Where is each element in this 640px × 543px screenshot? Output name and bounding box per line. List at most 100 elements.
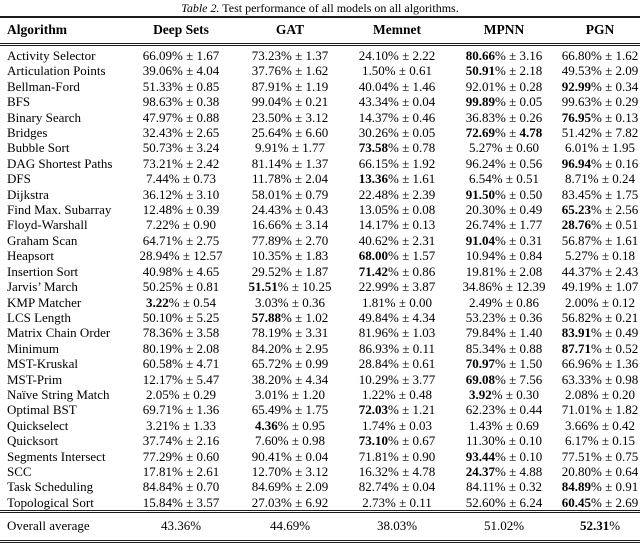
score-value: 10.29 (358, 371, 389, 387)
score-value: 49.84 (358, 309, 389, 325)
score-cell: 50.25% ± 0.81 (142, 279, 220, 295)
score-value: 49.19 (561, 279, 592, 295)
score-error: 0.85 (196, 78, 220, 94)
table-row-activity-selector: Activity Selector 66.09% ± 1.67 73.23% ± 1… (0, 45, 640, 64)
score-error: 12.39 (516, 279, 546, 295)
score-cell: 28.94% ± 12.57 (139, 248, 223, 264)
score-cell: 22.48% ± 2.39 (358, 186, 436, 202)
score-error: 4.88 (519, 463, 543, 479)
score-error: 0.16 (615, 155, 639, 171)
score-value: 84.11 (466, 479, 495, 495)
table-row-topological-sort: Topological Sort 15.84% ± 3.57 27.03% ± 6.… (0, 495, 640, 512)
score-error: 0.67 (412, 433, 436, 449)
score-cell: 50.73% ± 3.24 (142, 140, 220, 156)
average-value: 44.69 (269, 518, 300, 534)
score-value: 82.74 (358, 479, 389, 495)
score-error: 3.57 (196, 494, 220, 510)
score-value: 29.52 (251, 263, 282, 279)
score-error: 1.20 (302, 386, 325, 402)
score-cell: 20.80% ± 0.64 (561, 463, 639, 479)
score-error: 6.92 (305, 494, 329, 510)
score-cell: 99.04% ± 0.21 (251, 94, 329, 110)
score-error: 3.16 (519, 48, 543, 63)
score-value: 83.45 (561, 186, 592, 202)
score-cell: 12.17% ± 5.47 (142, 371, 220, 387)
score-error: 0.69 (516, 417, 539, 433)
score-error: 1.62 (615, 48, 639, 63)
score-error: 4.34 (305, 371, 329, 387)
score-cell: 65.49% ± 1.75 (251, 402, 329, 418)
score-value: 92.01 (465, 78, 496, 94)
score-value: 24.10 (358, 48, 389, 63)
table-footer: Overall average 43.36% 44.69% 38.03% 51.02% 5… (0, 510, 640, 543)
score-cell: 92.01% ± 0.28 (465, 78, 543, 94)
score-error: 2.22 (412, 48, 436, 63)
score-value: 1.22 (362, 386, 385, 402)
score-value: 71.81 (358, 448, 389, 464)
score-value: 22.48 (358, 186, 389, 202)
score-value: 28.76 (561, 217, 592, 233)
score-error: 1.02 (305, 309, 329, 325)
score-cell: 37.74% ± 2.16 (142, 433, 220, 449)
score-error: 0.30 (516, 386, 539, 402)
score-error: 2.69 (615, 494, 639, 510)
score-value: 84.84 (142, 479, 173, 495)
score-cell: 49.84% ± 4.34 (358, 309, 436, 325)
score-cell: 77.29% ± 0.60 (142, 448, 220, 464)
score-cell: 16.66% ± 3.14 (251, 217, 329, 233)
score-value: 17.81 (142, 463, 173, 479)
score-cell: 2.08% ± 0.20 (565, 386, 635, 402)
score-error: 0.49 (519, 202, 543, 218)
score-value: 38.20 (251, 371, 282, 387)
score-error: 0.51 (615, 217, 639, 233)
algorithm-name: MST-Kruskal (7, 356, 79, 372)
score-error: 0.43 (305, 202, 329, 218)
score-cell: 3.22% ± 0.54 (146, 294, 216, 310)
score-value: 3.03 (255, 294, 278, 310)
score-error: 0.95 (302, 417, 325, 433)
score-error: 5.25 (196, 309, 220, 325)
score-cell: 51.42% ± 7.82 (561, 125, 639, 141)
score-cell: 10.29% ± 3.77 (358, 371, 436, 387)
score-value: 77.51 (561, 448, 592, 464)
score-error: 0.49 (615, 325, 639, 341)
score-error: 4.71 (196, 356, 220, 372)
score-value: 40.04 (358, 78, 389, 94)
score-error: 2.39 (412, 186, 436, 202)
score-error: 4.78 (412, 463, 436, 479)
score-error: 0.32 (519, 479, 542, 495)
table-row-dfs: DFS 7.44% ± 0.73 11.78% ± 2.04 13.36% ± 1.6… (0, 171, 640, 186)
score-error: 0.18 (612, 248, 635, 264)
score-cell: 47.97% ± 0.88 (142, 109, 220, 125)
score-error: 1.77 (519, 217, 543, 233)
score-cell: 30.26% ± 0.05 (358, 125, 436, 141)
score-cell: 32.43% ± 2.65 (142, 125, 220, 141)
score-cell: 73.10% ± 0.67 (358, 433, 436, 449)
score-value: 3.21 (146, 417, 169, 433)
score-cell: 81.14% ± 1.37 (251, 155, 329, 171)
score-error: 1.57 (412, 248, 436, 264)
score-cell: 72.69% ± 4.78 (465, 125, 543, 141)
score-cell: 22.99% ± 3.87 (358, 279, 436, 295)
score-value: 93.44 (465, 448, 496, 464)
table-row-lcs-length: LCS Length 50.10% ± 5.25 57.88% ± 1.02 49.8… (0, 310, 640, 325)
table-row-kmp-matcher: KMP Matcher 3.22% ± 0.54 3.03% ± 0.36 1.81%… (0, 295, 640, 310)
score-value: 25.64 (251, 125, 282, 141)
table-row-graham-scan: Graham Scan 64.71% ± 2.75 77.89% ± 2.70 40.… (0, 233, 640, 248)
average-value: 52.31 (579, 518, 610, 534)
score-value: 2.08 (565, 386, 588, 402)
score-value: 10.35 (251, 248, 282, 264)
score-value: 84.69 (251, 479, 282, 495)
score-value: 12.70 (251, 463, 282, 479)
score-value: 99.89 (465, 94, 496, 110)
score-value: 24.37 (465, 463, 496, 479)
score-error: 0.11 (409, 494, 432, 510)
score-cell: 36.12% ± 3.10 (142, 186, 220, 202)
score-value: 51.51 (248, 279, 278, 295)
score-cell: 26.74% ± 1.77 (465, 217, 543, 233)
score-cell: 91.50% ± 0.50 (465, 186, 543, 202)
score-error: 0.91 (615, 479, 639, 495)
score-value: 13.36 (358, 171, 389, 187)
table-row-na-ve-string-match: Naïve String Match 2.05% ± 0.29 3.01% ± 1.… (0, 387, 640, 402)
